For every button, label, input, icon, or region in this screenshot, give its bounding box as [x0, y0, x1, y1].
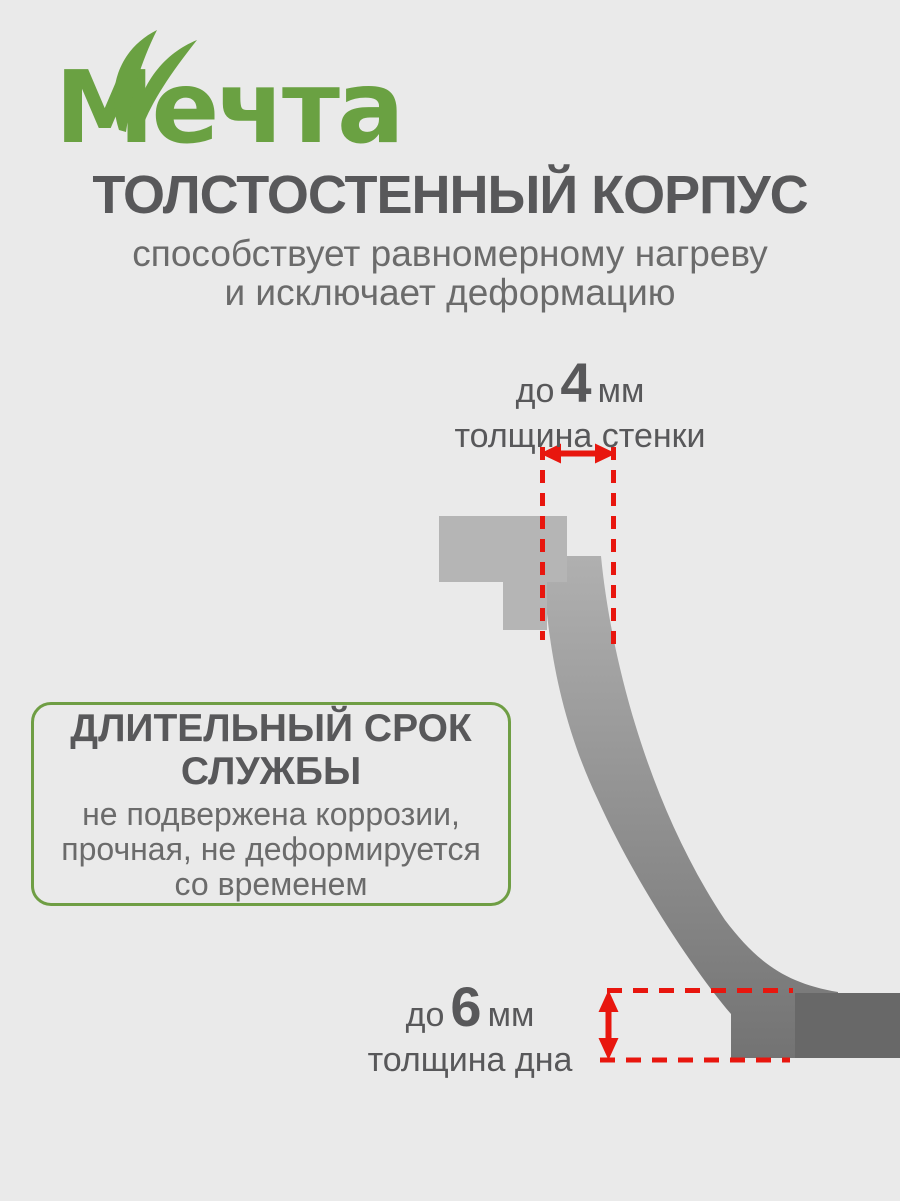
pan-rim-shape	[439, 516, 567, 630]
brand-logo: Мечта	[55, 30, 404, 165]
subtitle-line: способствует равномерному нагреву	[132, 233, 768, 274]
benefit-box: ДЛИТЕЛЬНЫЙ СРОК СЛУЖБЫ не подвержена кор…	[31, 702, 511, 906]
leaf-icon	[131, 40, 197, 136]
brand-logo-text: Мечта	[55, 49, 401, 165]
wall-thickness-callout: до 4 мм толщина стенки	[430, 355, 730, 455]
benefit-title-line: СЛУЖБЫ	[180, 749, 362, 793]
bottom-thickness-callout: до 6 мм толщина дна	[320, 979, 620, 1079]
pan-bottom-shape	[795, 993, 900, 1058]
benefit-body: не подвержена коррозии, прочная, не дефо…	[38, 795, 504, 902]
benefit-title-line: ДЛИТЕЛЬНЫЙ СРОК	[70, 706, 472, 750]
benefit-body-line: со временем	[174, 865, 368, 902]
wall-thickness-label: толщина стенки	[454, 417, 706, 455]
height-arrow-icon	[598, 990, 619, 1060]
callout-unit: мм	[487, 996, 535, 1034]
callout-prefix: до	[515, 372, 555, 410]
width-arrow-icon	[540, 443, 616, 464]
leaf-icon	[113, 30, 157, 132]
callout-value: 4	[560, 351, 592, 414]
page-title: ТОЛСТОСТЕННЫЙ КОРПУС	[92, 165, 808, 225]
benefit-body-line: прочная, не деформируется	[61, 830, 481, 867]
wall-thickness-value: до 4 мм	[430, 355, 730, 418]
callout-unit: мм	[597, 372, 645, 410]
benefit-body-line: не подвержена коррозии,	[82, 795, 460, 832]
bottom-thickness-label: толщина дна	[367, 1041, 573, 1079]
pan-wall-shape	[543, 556, 838, 1058]
callout-prefix: до	[405, 996, 445, 1034]
subtitle-line: и исключает деформацию	[224, 272, 676, 313]
bottom-thickness-value: до 6 мм	[320, 979, 620, 1042]
callout-value: 6	[450, 975, 482, 1038]
header: ТОЛСТОСТЕННЫЙ КОРПУС способствует равном…	[0, 166, 900, 312]
benefit-title: ДЛИТЕЛЬНЫЙ СРОК СЛУЖБЫ	[38, 707, 504, 793]
dimension-annotations	[540, 443, 793, 1063]
